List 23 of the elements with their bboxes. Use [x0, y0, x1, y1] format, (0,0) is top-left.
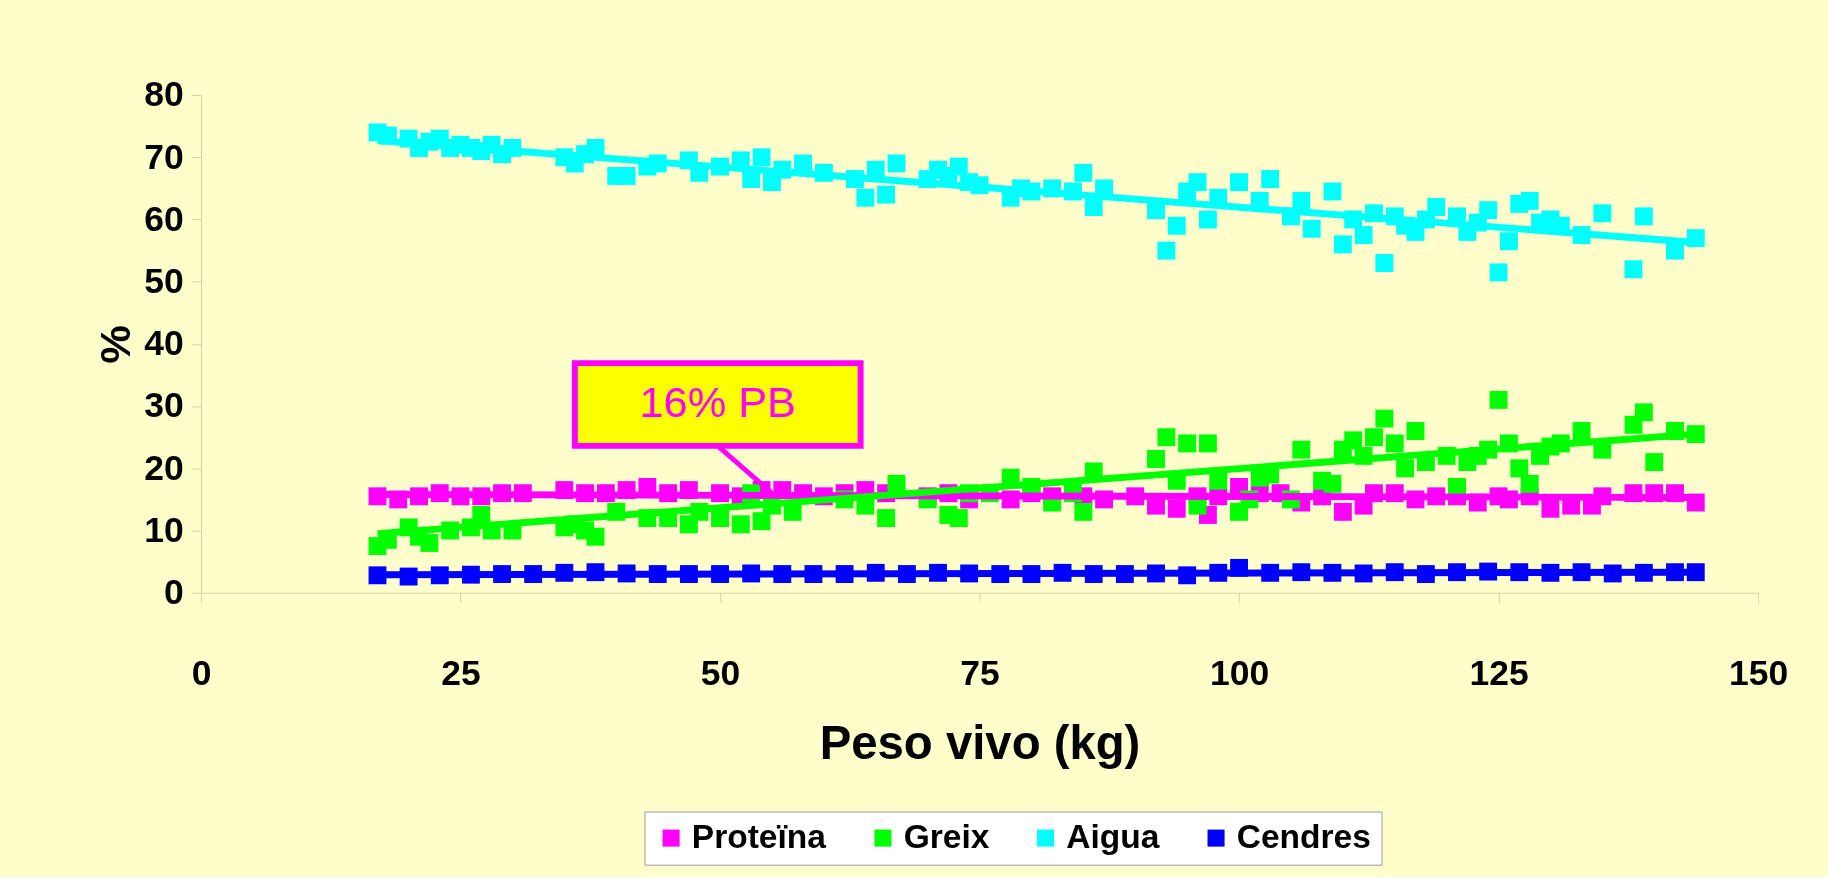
y-tick-label: 70: [144, 136, 184, 177]
legend-label: Greix: [903, 817, 990, 855]
legend-label: Aigua: [1066, 817, 1160, 855]
x-tick-label: 50: [700, 652, 741, 693]
y-tick-label: 80: [144, 74, 184, 115]
y-tick-label: 50: [144, 261, 184, 302]
x-tick-label: 100: [1209, 652, 1270, 693]
x-tick-label: 75: [960, 652, 1000, 693]
y-tick-label: 0: [164, 572, 184, 613]
y-tick-label: 60: [144, 198, 184, 239]
x-axis-title: Peso vivo (kg): [819, 715, 1141, 769]
y-tick-label: 40: [144, 323, 184, 364]
legend-label: Cendres: [1236, 817, 1371, 855]
x-tick-label: 125: [1469, 652, 1529, 693]
annotation: 16% PB: [639, 378, 797, 427]
y-tick-label: 10: [144, 509, 184, 550]
x-tick-label: 150: [1728, 652, 1789, 693]
y-axis-title: %: [90, 325, 139, 364]
legend-label: Proteïna: [691, 817, 827, 855]
y-tick-label: 30: [144, 385, 184, 426]
x-tick-label: 0: [191, 652, 212, 693]
y-tick-label: 20: [144, 447, 184, 488]
x-tick-label: 25: [441, 652, 481, 693]
